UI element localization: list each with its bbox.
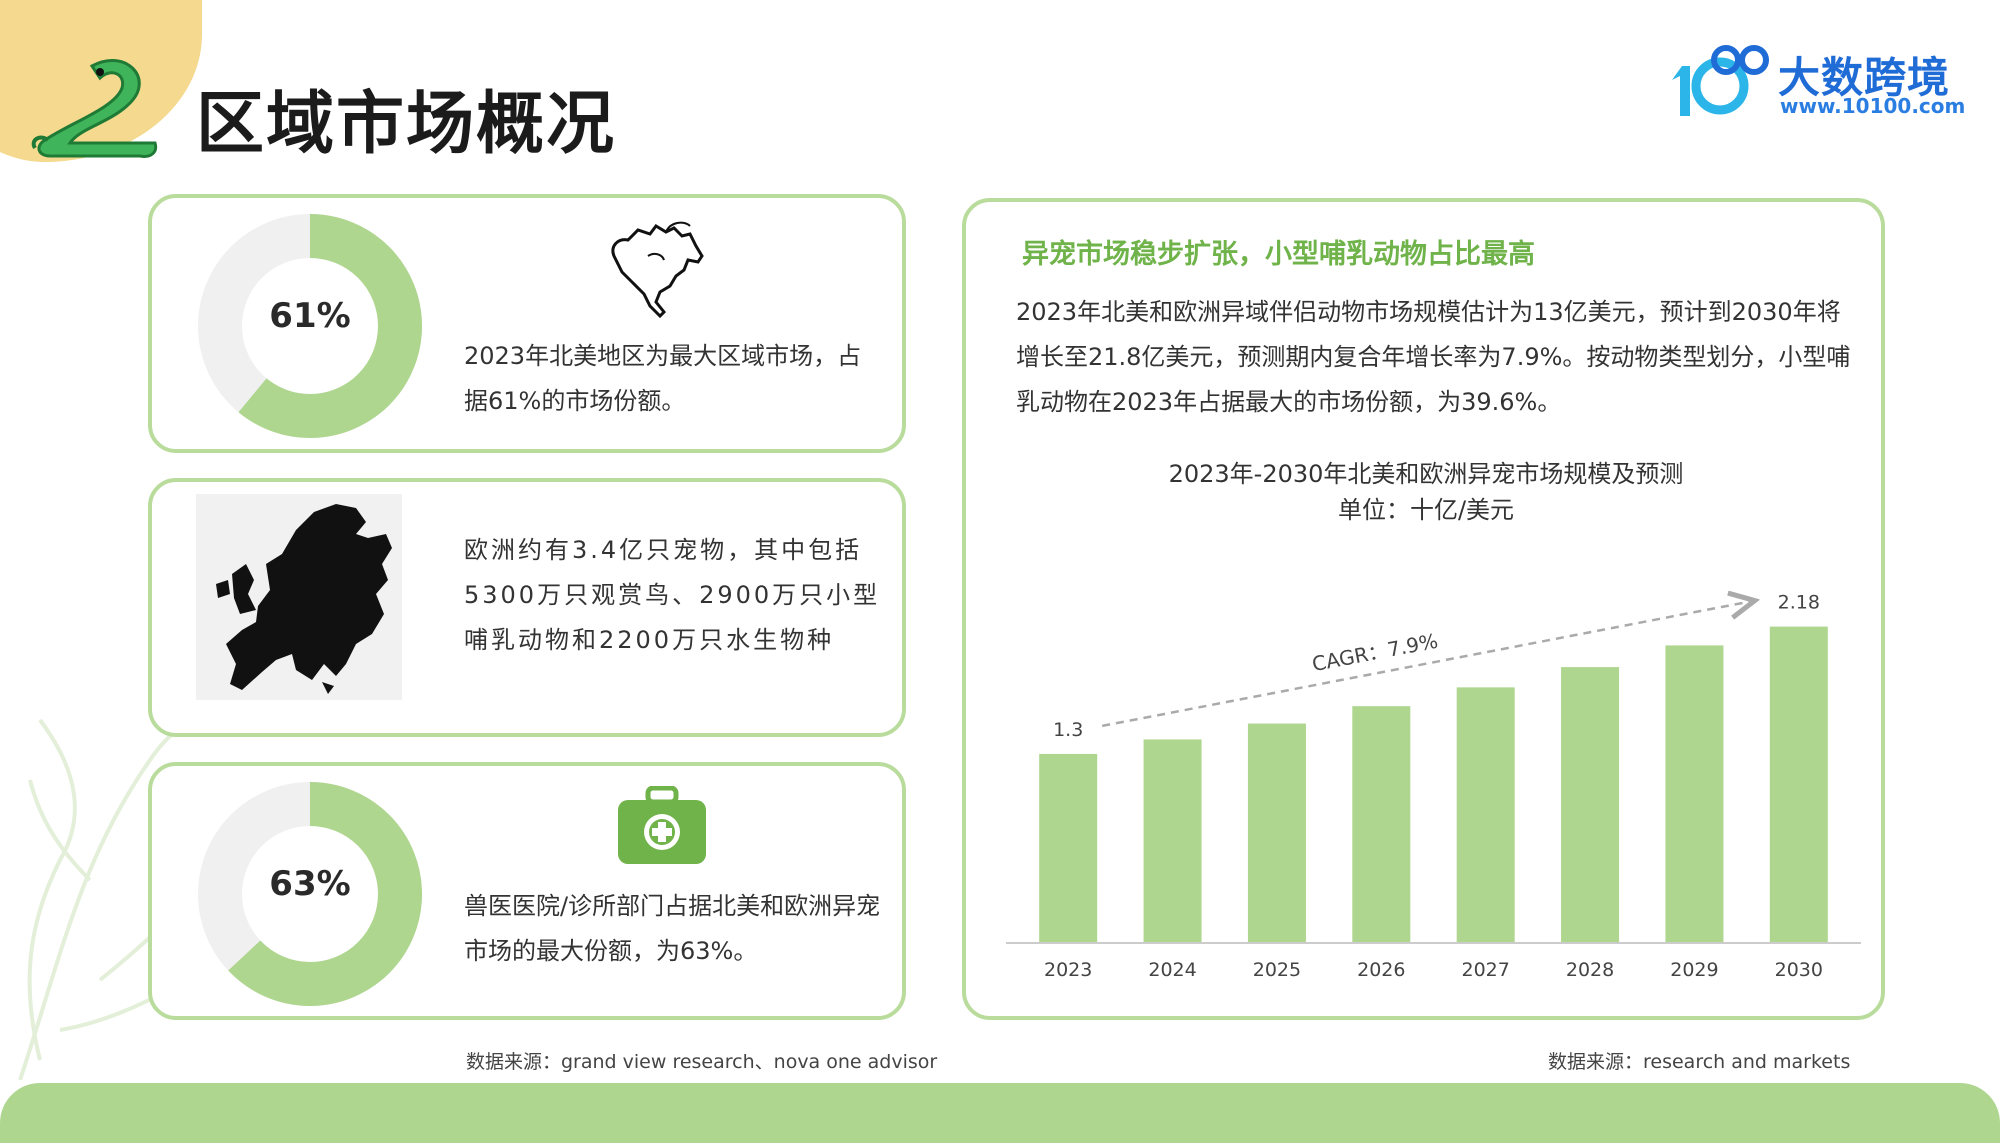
cagr-trend-arrow [1101, 601, 1755, 728]
bar-2030 [1769, 626, 1828, 942]
market-size-bar-chart: 2023年-2030年北美和欧洲异宠市场规模及预测 单位：十亿/美元 2023 1… [1006, 460, 1861, 981]
trend-heading: 异宠市场稳步扩张，小型哺乳动物占比最高 [1022, 239, 1535, 270]
x-tick-label: 2026 [1357, 959, 1405, 981]
cagr-annotation: CAGR：7.9% [1310, 629, 1440, 677]
north-america-card: 61% 2023年北美地区为最大区域市场，占据61%的市场份额。 [148, 194, 906, 453]
chart-title: 2023年-2030年北美和欧洲异宠市场规模及预测 [1169, 460, 1684, 488]
europe-map-icon [196, 494, 402, 700]
source-left: 数据来源：grand view research、nova one adviso… [466, 1051, 938, 1073]
vet-clinic-card: 63% 兽医医院/诊所部门占据北美和欧洲异宠市场的最大份额，为63%。 [148, 762, 906, 1020]
page-title: 区域市场概况 [196, 85, 617, 164]
snake-icon [31, 59, 158, 158]
x-tick-label: 2028 [1566, 959, 1614, 981]
donut-arc [198, 214, 422, 438]
bar-2029 [1665, 645, 1724, 942]
x-tick-label: 2030 [1775, 959, 1823, 981]
donut-percentage: 61% [269, 296, 351, 336]
bar-2024 [1143, 739, 1202, 942]
north-america-text: 2023年北美地区为最大区域市场，占据61%的市场份额。 [464, 342, 862, 415]
donut-chart-vet-clinic [198, 782, 422, 1006]
brand-name: 大数跨境 [1778, 53, 1951, 102]
donut-percentage: 63% [269, 864, 351, 904]
donut-arc [198, 782, 422, 1006]
data-label-2030: 2.18 [1778, 592, 1820, 614]
medical-kit-icon [618, 786, 706, 864]
trend-paragraph: 2023年北美和欧洲异域伴侣动物市场规模估计为13亿美元，预计到2030年将增长… [1016, 298, 1851, 416]
europe-card: 欧洲约有3.4亿只宠物，其中包括5300万只观赏鸟、2900万只小型哺乳动物和2… [148, 478, 906, 737]
source-right: 数据来源：research and markets [1548, 1051, 1851, 1073]
x-tick-label: 2027 [1462, 959, 1510, 981]
bar-2023 [1039, 753, 1098, 942]
bottom-band [0, 1083, 2000, 1143]
x-tick-label: 2023 [1044, 959, 1092, 981]
vet-clinic-text: 兽医医院/诊所部门占据北美和欧洲异宠市场的最大份额，为63%。 [464, 892, 881, 965]
north-america-map-icon [611, 221, 704, 319]
x-tick-label: 2029 [1670, 959, 1718, 981]
europe-text: 欧洲约有3.4亿只宠物，其中包括5300万只观赏鸟、2900万只小型哺乳动物和2… [464, 536, 881, 654]
donut-chart-north-america [198, 214, 422, 438]
bar-2027 [1456, 687, 1515, 942]
brand-logo-icon [1672, 45, 1769, 116]
brand-url: www.10100.com [1780, 94, 1966, 118]
x-tick-label: 2024 [1148, 959, 1196, 981]
bar-2026 [1352, 706, 1411, 942]
bar-2025 [1247, 723, 1306, 942]
data-label-2023: 1.3 [1053, 719, 1083, 741]
market-trend-card: 异宠市场稳步扩张，小型哺乳动物占比最高 2023年北美和欧洲异域伴侣动物市场规模… [962, 198, 1885, 1020]
chart-subtitle: 单位：十亿/美元 [1338, 496, 1514, 524]
x-tick-label: 2025 [1253, 959, 1301, 981]
bar-2028 [1561, 667, 1620, 942]
brand-logo: 大数跨境 www.10100.com [1668, 44, 1965, 124]
